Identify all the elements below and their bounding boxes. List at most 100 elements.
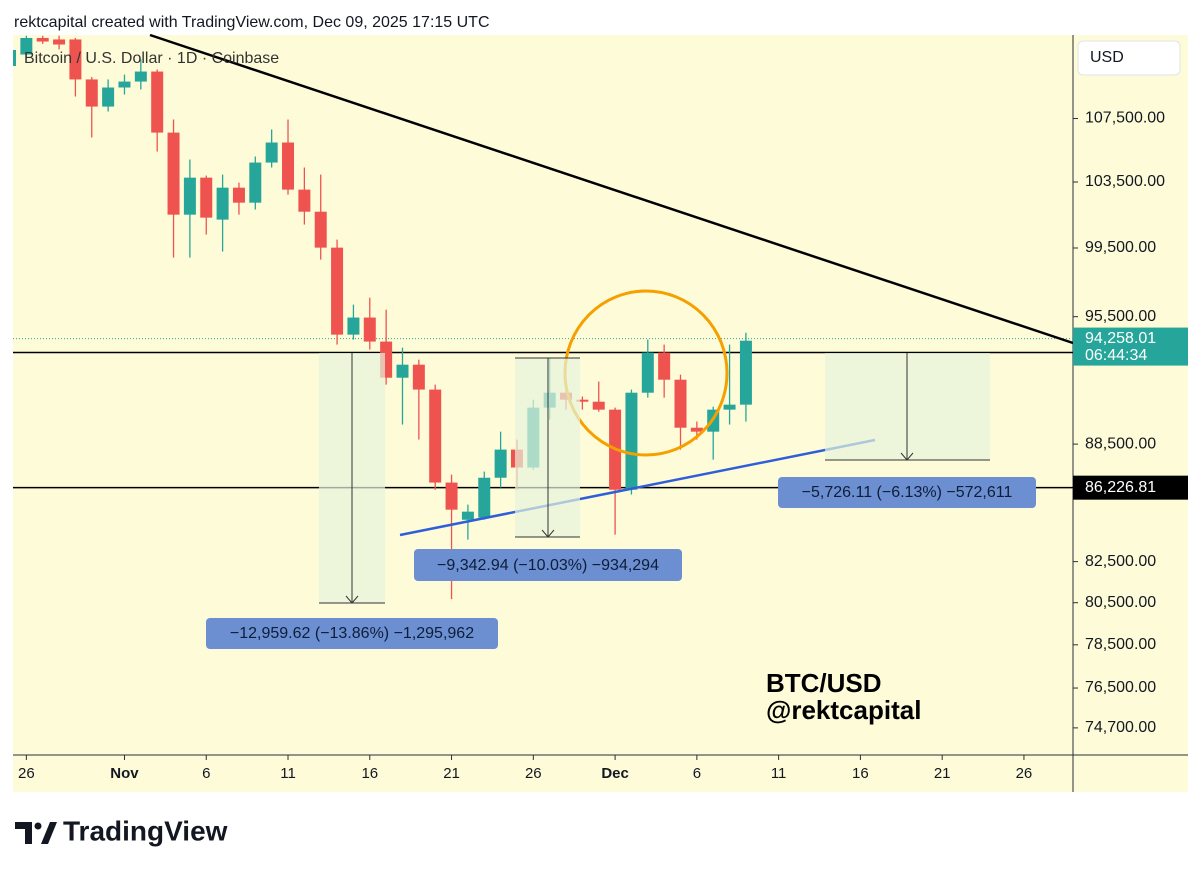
candle-body: [347, 317, 360, 335]
candle-body: [20, 37, 33, 55]
currency-button[interactable]: [1077, 40, 1181, 76]
x-tick-label: 11: [771, 765, 787, 782]
candle-body: [282, 142, 295, 190]
y-tick-label: 74,700.00: [1085, 719, 1156, 736]
candle: [36, 35, 49, 44]
candle: [494, 431, 507, 488]
x-tick-label: 21: [934, 765, 951, 782]
candle-body: [429, 389, 442, 483]
x-tick-label: 26: [1016, 765, 1033, 782]
candle: [232, 182, 245, 215]
candle: [282, 119, 295, 195]
x-tick-label: 16: [361, 765, 378, 782]
candle: [592, 381, 605, 412]
measure-label-box: [206, 618, 498, 649]
measure-3: −5,726.11 (−6.13%) −572,611: [778, 353, 1036, 508]
x-tick-label: 26: [525, 765, 542, 782]
candle-body: [298, 189, 311, 212]
measure-label: −5,726.11 (−6.13%) −572,611: [802, 484, 1013, 501]
candle-body: [396, 364, 409, 378]
level-label: 86,226.81: [1085, 479, 1156, 496]
candle-body: [118, 81, 131, 88]
candle-body: [69, 39, 82, 80]
candle-body: [445, 482, 458, 510]
candle: [85, 77, 98, 138]
candle-body: [216, 187, 229, 220]
watermark: BTC/USD: [766, 668, 882, 698]
x-tick-label: 21: [443, 765, 460, 782]
candle-body: [478, 477, 491, 518]
candle: [249, 156, 262, 210]
candle: [216, 174, 229, 252]
legend-marker: [13, 50, 16, 66]
candle: [478, 471, 491, 520]
y-tick-label: 80,500.00: [1085, 594, 1156, 611]
candle-body: [200, 177, 213, 218]
x-tick-label: 16: [852, 765, 869, 782]
descending-trendline: [149, 33, 1074, 345]
y-tick-label: 88,500.00: [1085, 435, 1156, 452]
candle: [576, 396, 589, 410]
candle-body: [102, 87, 115, 107]
candle-body: [625, 392, 638, 490]
candle: [347, 304, 360, 340]
logo: TradingView: [15, 815, 228, 846]
candle: [151, 69, 164, 152]
candle-body: [658, 352, 671, 380]
candle: [723, 344, 736, 425]
candle: [625, 389, 638, 495]
candle: [331, 239, 344, 345]
candle: [265, 129, 278, 168]
last-price-label: 94,258.01: [1085, 330, 1156, 347]
legend-title: Bitcoin / U.S. Dollar · 1D · Coinbase: [24, 50, 279, 67]
candle-body: [641, 352, 654, 393]
candle-body: [36, 37, 49, 42]
candle: [69, 37, 82, 97]
y-tick-label: 99,500.00: [1085, 239, 1156, 256]
candle-body: [576, 399, 589, 402]
x-tick-label: Dec: [601, 765, 629, 782]
y-tick-label: 82,500.00: [1085, 553, 1156, 570]
candle: [363, 297, 376, 350]
logo-mark: [41, 822, 57, 844]
candle: [183, 159, 196, 258]
candle: [20, 35, 33, 58]
logo-mark: [15, 822, 32, 844]
candle-body: [53, 39, 66, 45]
candle-body: [331, 247, 344, 335]
candle-body: [739, 340, 752, 405]
candle-body: [494, 449, 507, 478]
y-tick-label: 95,500.00: [1085, 308, 1156, 325]
candle: [641, 339, 654, 398]
candle: [674, 374, 687, 450]
candle: [53, 35, 66, 50]
candle: [739, 332, 752, 422]
last-price-badge: [1073, 327, 1188, 366]
candle-body: [412, 364, 425, 390]
candle-body: [461, 511, 474, 520]
candle-body: [674, 379, 687, 428]
header-text: rektcapital created with TradingView.com…: [14, 14, 490, 31]
measure-label-box: [778, 477, 1036, 508]
candle-body: [265, 142, 278, 163]
candle: [429, 384, 442, 490]
y-tick-label: 78,500.00: [1085, 636, 1156, 653]
y-tick-label: 107,500.00: [1085, 110, 1165, 127]
chart-background: [13, 35, 1188, 792]
candle: [412, 359, 425, 440]
candle-body: [592, 401, 605, 410]
candle-body: [232, 187, 245, 203]
candle: [102, 79, 115, 112]
candle-body: [85, 79, 98, 107]
measure-label-box: [414, 549, 682, 581]
currency-label[interactable]: USD: [1090, 49, 1124, 66]
y-tick-label: 76,500.00: [1085, 679, 1156, 696]
x-tick-label: Nov: [110, 765, 139, 782]
candle-body: [151, 71, 164, 133]
countdown-label: 06:44:34: [1085, 347, 1147, 364]
candle: [298, 167, 311, 225]
